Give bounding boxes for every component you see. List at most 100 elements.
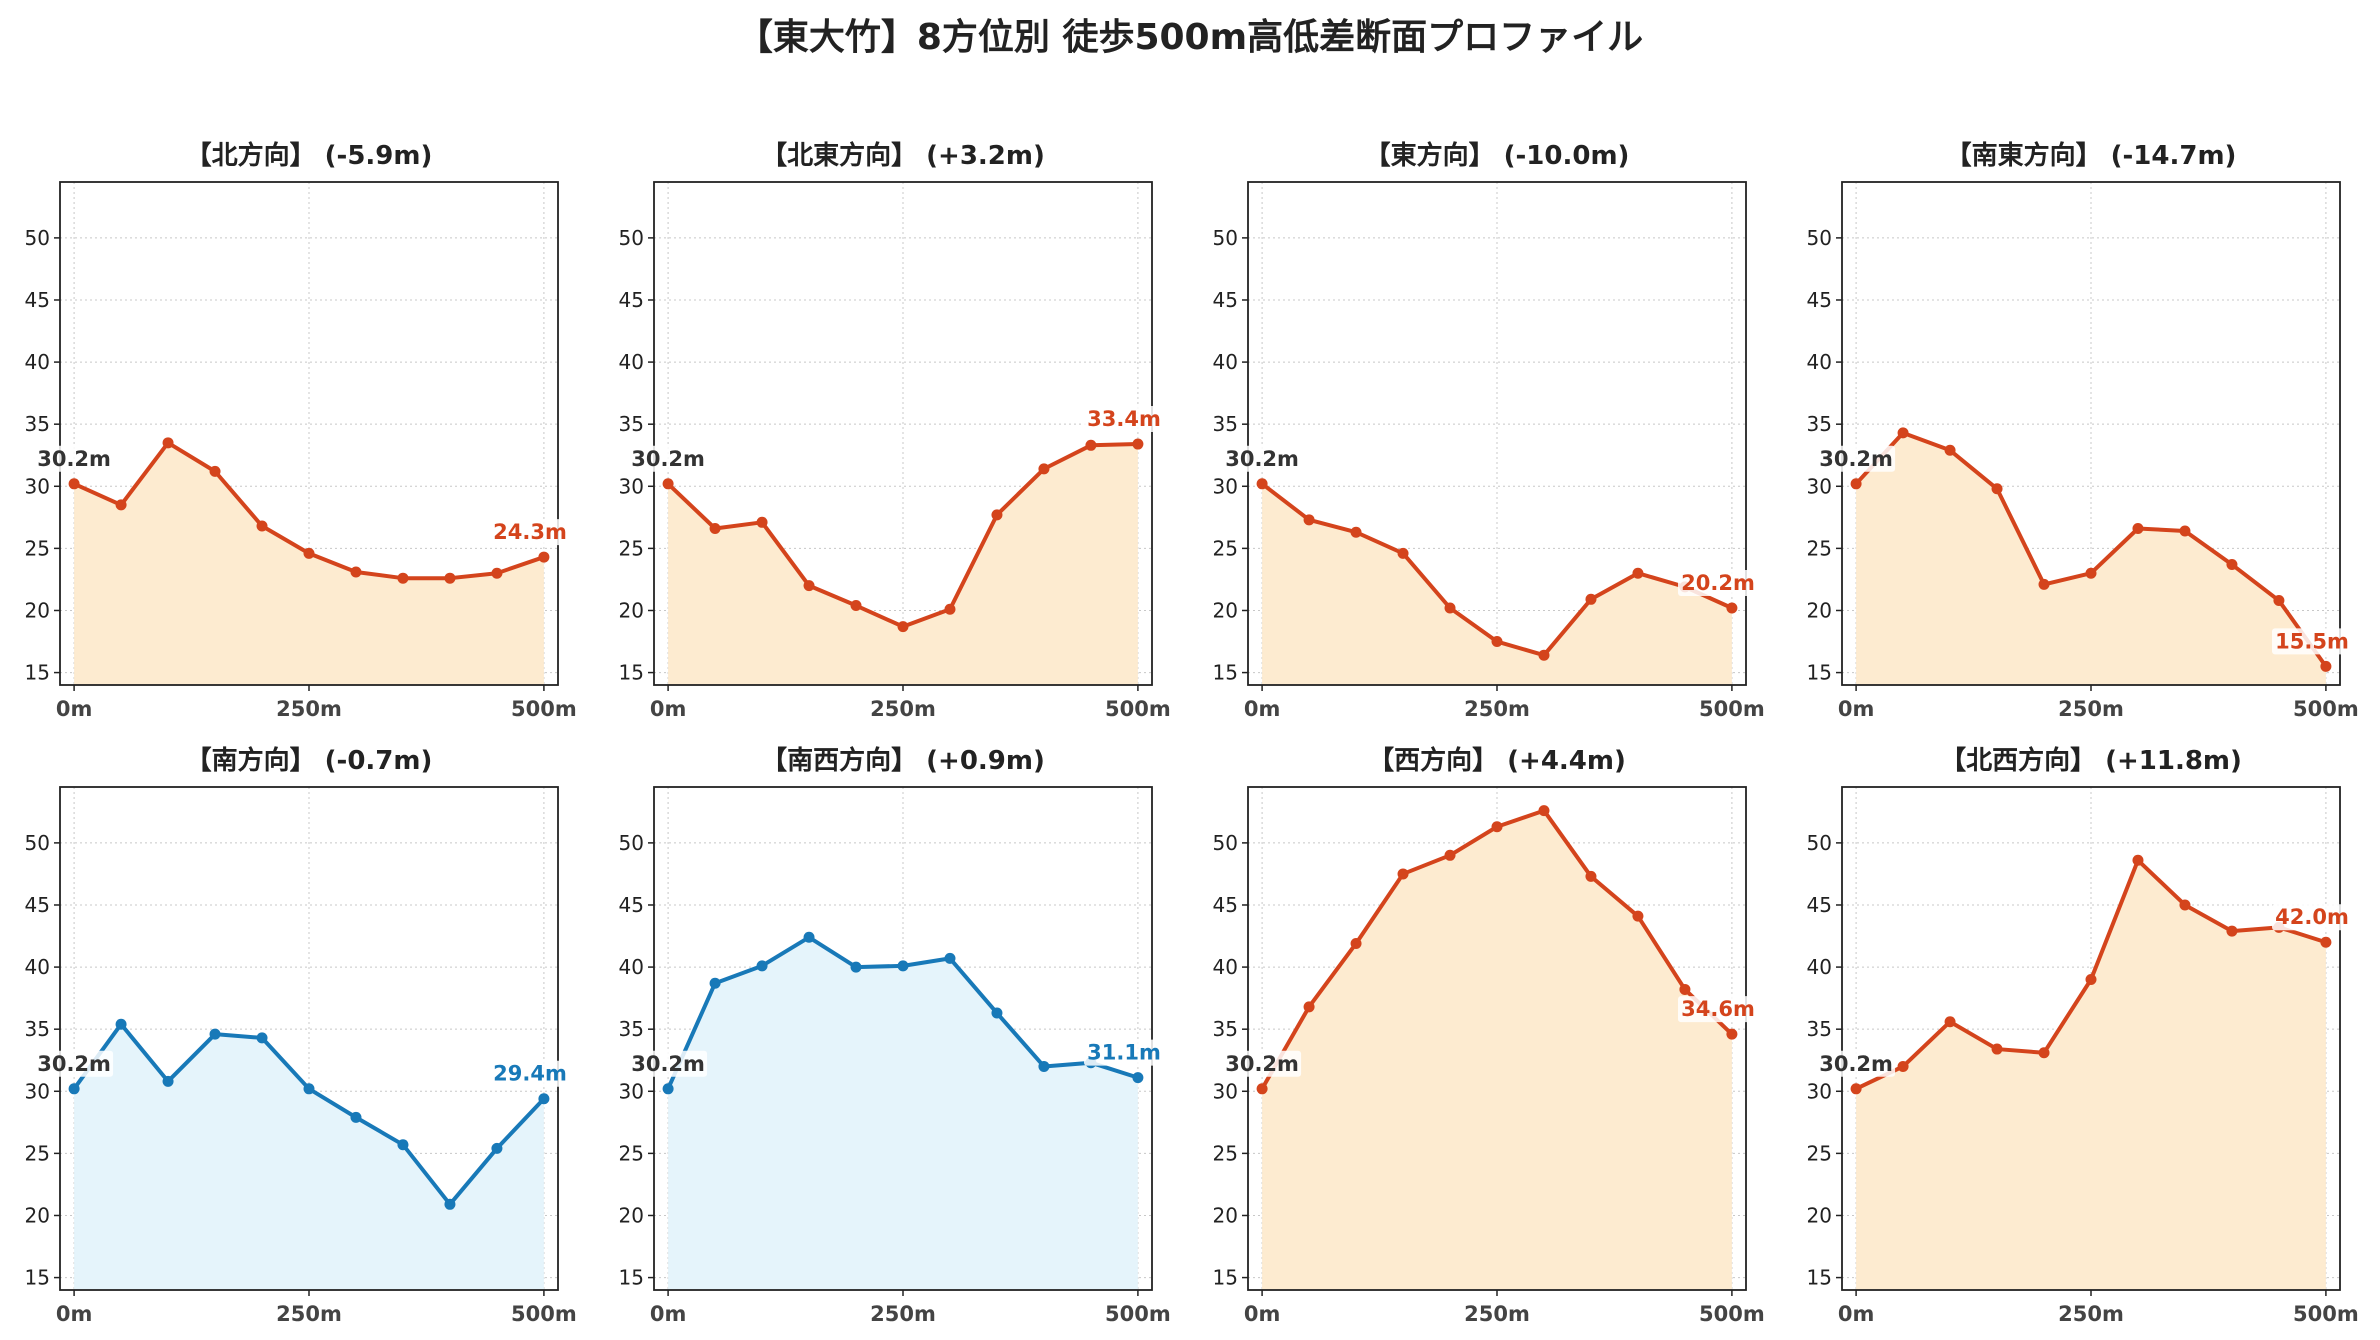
elevation-point	[1038, 1060, 1050, 1072]
elevation-point	[1944, 444, 1956, 456]
y-tick-label: 20	[619, 598, 644, 622]
elevation-point	[491, 567, 503, 579]
elevation-point	[1897, 427, 1909, 439]
chart-title: 【南西方向】 (+0.9m)	[761, 745, 1045, 776]
axes-frame	[653, 181, 1153, 686]
y-tick-label: 40	[1213, 955, 1238, 979]
x-tick-label: 250m	[276, 1302, 342, 1326]
y-tick-label: 50	[1213, 226, 1238, 250]
y-tick-label: 15	[25, 1266, 50, 1290]
y-tick-label: 45	[25, 288, 50, 312]
elevation-point	[2132, 854, 2144, 866]
axes-frame	[59, 786, 559, 1291]
elevation-point	[1303, 1001, 1315, 1013]
elevation-point	[756, 516, 768, 528]
elevation-point	[1085, 439, 1097, 451]
start-elevation-label: 30.2m	[1819, 1052, 1893, 1076]
elevation-point	[1303, 514, 1315, 526]
start-elevation-label: 30.2m	[631, 447, 705, 471]
end-elevation-label: 29.4m	[493, 1062, 567, 1086]
y-tick-label: 50	[1807, 226, 1832, 250]
y-tick-label: 45	[619, 288, 644, 312]
elevation-area-fill	[1262, 810, 1732, 1290]
x-tick-label: 500m	[2293, 697, 2359, 721]
y-tick-label: 20	[1213, 598, 1238, 622]
elevation-point	[1632, 910, 1644, 922]
y-tick-label: 35	[25, 1017, 50, 1041]
start-label-background	[1223, 445, 1302, 472]
end-label-background	[1678, 569, 1758, 596]
y-tick-label: 25	[619, 1141, 644, 1165]
elevation-point	[303, 547, 315, 559]
chart-title: 【北東方向】 (+3.2m)	[761, 140, 1045, 171]
chart-title: 【南東方向】 (-14.7m)	[1946, 140, 2237, 171]
axes-frame	[59, 181, 559, 686]
start-label-background	[629, 1050, 708, 1077]
y-tick-label: 40	[1213, 350, 1238, 374]
elevation-area-fill	[668, 937, 1138, 1290]
y-tick-label: 45	[1807, 893, 1832, 917]
elevation-point	[850, 961, 862, 973]
start-elevation-label: 30.2m	[37, 1052, 111, 1076]
end-label-background	[1678, 996, 1758, 1023]
x-tick-label: 500m	[1699, 697, 1765, 721]
elevation-area-fill	[74, 442, 544, 685]
y-tick-label: 50	[1213, 831, 1238, 855]
elevation-point	[1585, 870, 1597, 882]
y-tick-label: 30	[1807, 474, 1832, 498]
end-label-background	[490, 519, 570, 546]
start-elevation-label: 30.2m	[1819, 447, 1893, 471]
start-elevation-label: 30.2m	[631, 1052, 705, 1076]
y-tick-label: 15	[619, 1266, 644, 1290]
x-tick-label: 250m	[276, 697, 342, 721]
elevation-point	[115, 1018, 127, 1030]
elevation-point	[350, 566, 362, 578]
profile-chart-southwest: 【南西方向】 (+0.9m) 15 20 25 30 35 40 45 50 0m 250m 500m…	[594, 735, 1171, 1326]
y-tick-label: 50	[25, 226, 50, 250]
x-tick-label: 500m	[511, 697, 577, 721]
profile-chart-south: 【南方向】 (-0.7m) 15 20 25 30 35 40 45 50 0m 250m 500m 3…	[0, 735, 577, 1326]
y-tick-label: 15	[1807, 1266, 1832, 1290]
start-elevation-label: 30.2m	[1225, 447, 1299, 471]
chart-title: 【東方向】 (-10.0m)	[1365, 140, 1630, 171]
elevation-point	[1538, 649, 1550, 661]
y-tick-label: 35	[619, 1017, 644, 1041]
x-tick-label: 0m	[1838, 697, 1875, 721]
elevation-area-fill	[1856, 860, 2326, 1290]
elevation-point	[2320, 936, 2332, 948]
y-tick-label: 35	[1807, 412, 1832, 436]
y-tick-label: 30	[1807, 1079, 1832, 1103]
elevation-point	[1350, 937, 1362, 949]
elevation-point	[1256, 1083, 1268, 1095]
end-label-background	[1084, 1039, 1164, 1066]
end-label-background	[1084, 406, 1164, 433]
elevation-point	[256, 1032, 268, 1044]
elevation-point	[68, 478, 80, 490]
start-label-background	[1817, 1050, 1896, 1077]
y-tick-label: 50	[1807, 831, 1832, 855]
elevation-point	[397, 572, 409, 584]
start-elevation-label: 30.2m	[1225, 1052, 1299, 1076]
elevation-point	[991, 509, 1003, 521]
y-tick-label: 20	[1807, 1203, 1832, 1227]
y-tick-label: 25	[25, 1141, 50, 1165]
y-tick-label: 45	[1213, 893, 1238, 917]
elevation-point	[1491, 821, 1503, 833]
profile-chart-southeast: 【南東方向】 (-14.7m) 15 20 25 30 35 40 45 50 0m 250m 500…	[1782, 130, 2359, 721]
y-tick-label: 30	[25, 474, 50, 498]
y-tick-label: 30	[619, 1079, 644, 1103]
end-label-background	[2272, 628, 2352, 655]
elevation-point	[944, 603, 956, 615]
x-tick-label: 250m	[1464, 1302, 1530, 1326]
profile-chart-northwest: 【北西方向】 (+11.8m) 15 20 25 30 35 40 45 50 0m 250m 500…	[1782, 735, 2359, 1326]
elevation-point	[2132, 523, 2144, 535]
y-tick-label: 40	[25, 350, 50, 374]
y-tick-label: 25	[1213, 1141, 1238, 1165]
elevation-point	[444, 572, 456, 584]
y-tick-label: 45	[1213, 288, 1238, 312]
elevation-point	[709, 523, 721, 535]
y-tick-label: 45	[25, 893, 50, 917]
elevation-point	[1632, 567, 1644, 579]
